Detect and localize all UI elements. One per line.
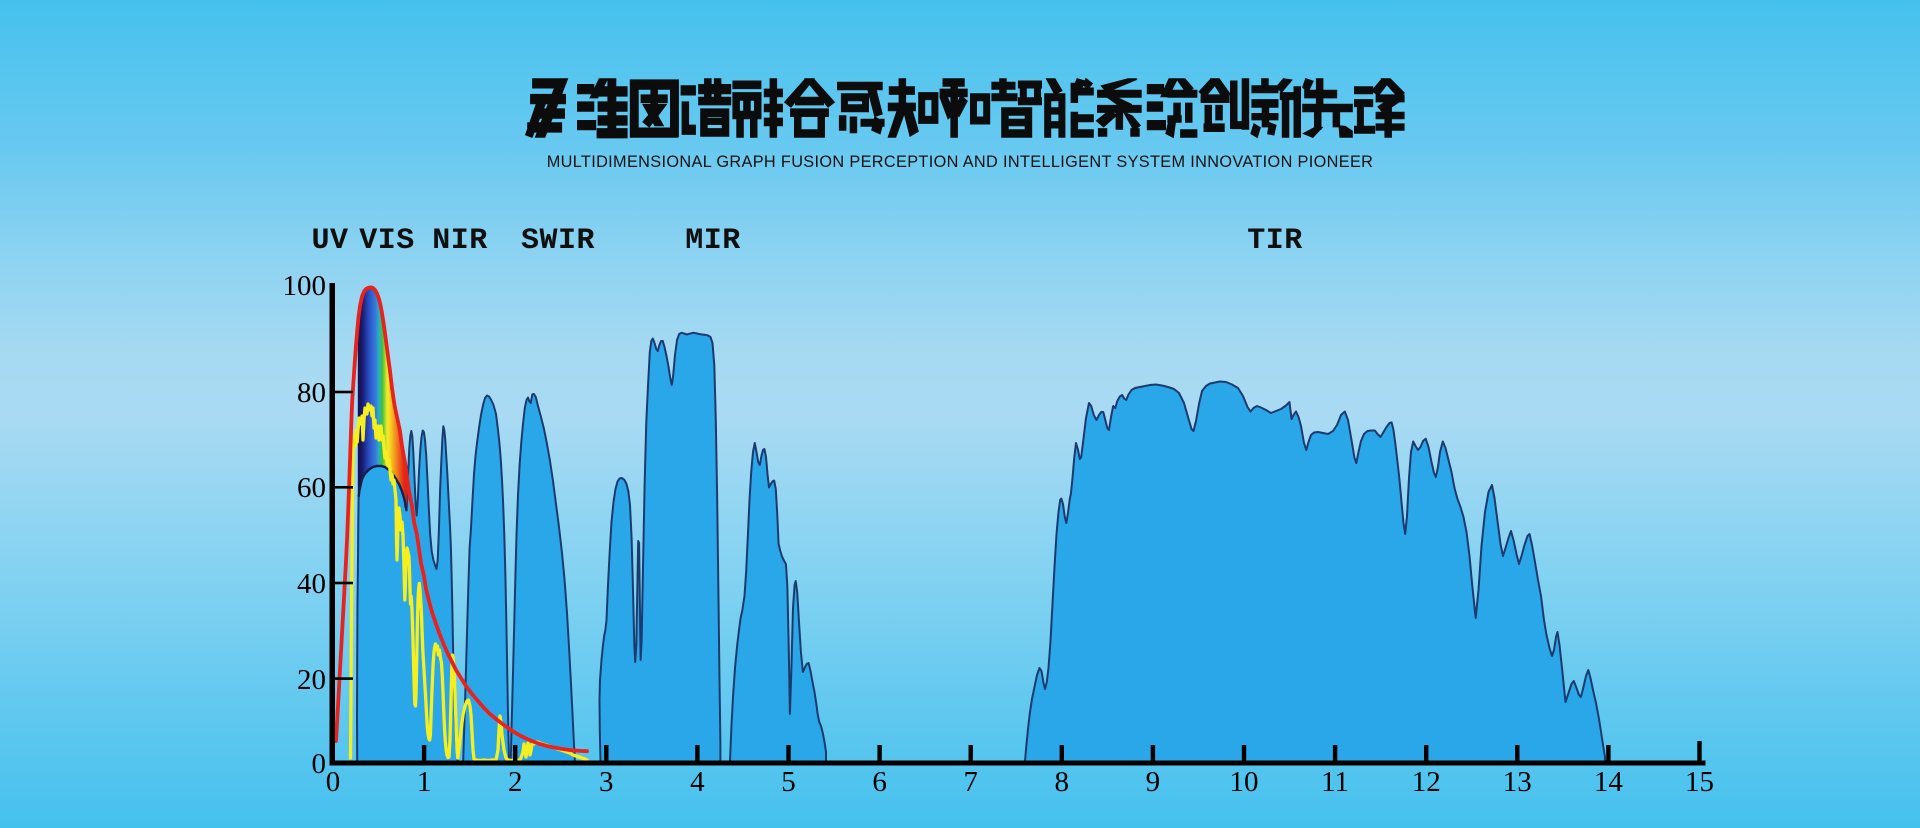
svg-text:0: 0 [326, 766, 341, 798]
svg-text:15: 15 [1685, 766, 1714, 798]
svg-text:4: 4 [690, 766, 705, 798]
svg-text:3: 3 [599, 766, 614, 798]
svg-text:40: 40 [297, 568, 326, 600]
svg-text:9: 9 [1146, 766, 1161, 798]
svg-text:2: 2 [508, 766, 523, 798]
svg-text:20: 20 [297, 664, 326, 696]
svg-text:7: 7 [963, 766, 978, 798]
svg-text:0: 0 [312, 748, 327, 780]
svg-text:5: 5 [781, 766, 796, 798]
svg-text:6: 6 [872, 766, 887, 798]
svg-text:11: 11 [1321, 766, 1349, 798]
svg-text:13: 13 [1503, 766, 1532, 798]
svg-text:12: 12 [1412, 766, 1441, 798]
svg-text:8: 8 [1055, 766, 1070, 798]
svg-text:10: 10 [1230, 766, 1259, 798]
svg-text:80: 80 [297, 377, 326, 409]
svg-text:100: 100 [283, 270, 327, 302]
svg-text:1: 1 [417, 766, 432, 798]
svg-text:14: 14 [1594, 766, 1624, 798]
svg-text:60: 60 [297, 472, 326, 504]
